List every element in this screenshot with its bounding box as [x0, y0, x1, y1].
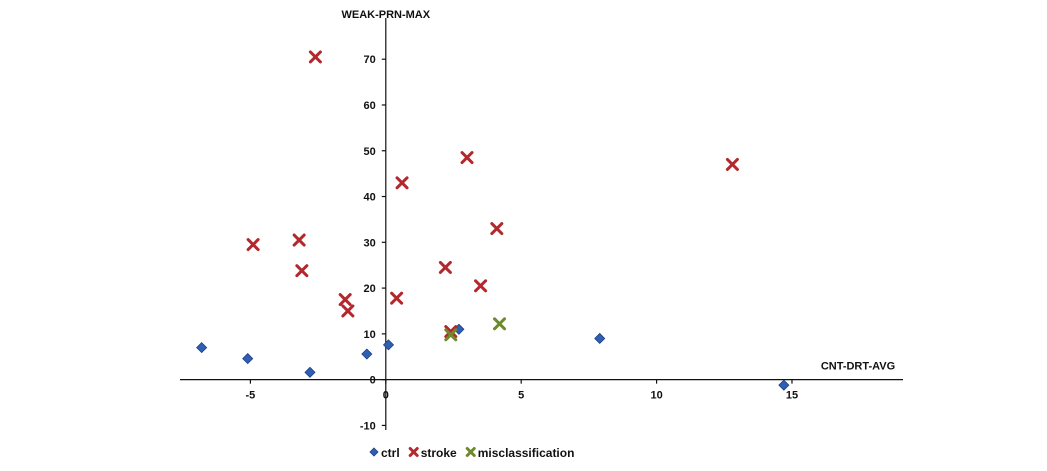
stroke-point: [308, 50, 322, 64]
y-tick-label: 50: [364, 146, 376, 158]
ctrl-point: [382, 339, 395, 351]
stroke-point: [390, 291, 404, 305]
ctrl-point: [594, 332, 606, 345]
stroke-point: [444, 325, 458, 339]
stroke-point: [338, 293, 352, 307]
legend-label-stroke: stroke: [421, 446, 457, 460]
ctrl-point: [361, 348, 373, 360]
stroke-point-stroke-b: [390, 291, 404, 305]
y-tick-label: -10: [360, 420, 376, 432]
x-tick-label: -5: [246, 390, 256, 402]
x-axis-title: CNT-DRT-AVG: [821, 361, 895, 373]
misclassification-point-stroke-b: [493, 317, 507, 331]
legend-item-misclassification: misclassification: [465, 446, 575, 460]
stroke-point: [725, 157, 739, 171]
y-tick-label: 60: [364, 100, 376, 112]
stroke-point-stroke-b: [438, 260, 452, 274]
legend-marker-misclassification: [465, 447, 476, 457]
stroke-point-stroke-b: [395, 176, 409, 190]
data-points: [196, 50, 790, 391]
stroke-point: [460, 151, 474, 165]
legend-marker-ctrl: [369, 447, 379, 457]
stroke-point: [292, 233, 306, 247]
ctrl-point: [196, 342, 208, 354]
x-tick-label: 0: [383, 390, 389, 402]
stroke-point-stroke-b: [338, 293, 352, 307]
axes: -5 0 5 10 15 -10 0 10 20 30 40 50 60 70: [180, 18, 903, 432]
stroke-point: [341, 304, 355, 318]
legend-marker-stroke: [408, 447, 419, 457]
misclassification-point: [493, 317, 507, 331]
misclassification-point-stroke-b: [444, 328, 458, 342]
x-tick-label: 15: [786, 390, 798, 402]
stroke-point-stroke-b: [725, 157, 739, 171]
x-tick-label: 5: [518, 390, 524, 402]
stroke-point: [246, 238, 260, 252]
stroke-point: [490, 222, 504, 236]
y-tick-label: 40: [364, 192, 376, 204]
legend-marker-stroke-stroke-b: [408, 447, 419, 457]
stroke-point-stroke-b: [490, 222, 504, 236]
ctrl-point: [778, 379, 790, 391]
ctrl-point: [304, 366, 316, 378]
stroke-point-stroke-b: [341, 304, 355, 318]
legend-label-misclassification: misclassification: [478, 446, 575, 460]
stroke-point: [438, 260, 452, 274]
stroke-point-stroke-b: [246, 238, 260, 252]
x-tick-label: 10: [650, 390, 662, 402]
stroke-point-stroke-b: [444, 325, 458, 339]
y-tick-label: 20: [364, 283, 376, 295]
y-tick-label: 70: [364, 54, 376, 66]
stroke-point-stroke-b: [295, 264, 309, 278]
stroke-point-stroke-b: [474, 279, 488, 293]
misclassification-point: [444, 328, 458, 342]
stroke-point-stroke-b: [308, 50, 322, 64]
y-tick-label: 10: [364, 329, 376, 341]
legend: ctrl stroke misclassification: [369, 446, 575, 460]
legend-label-ctrl: ctrl: [381, 446, 400, 460]
legend-marker-misclassification-stroke-b: [465, 447, 476, 457]
stroke-point-stroke-b: [460, 151, 474, 165]
stroke-point: [395, 176, 409, 190]
legend-item-stroke: stroke: [408, 446, 457, 460]
y-tick-label: 30: [364, 237, 376, 249]
legend-item-ctrl: ctrl: [369, 446, 400, 460]
stroke-point: [474, 279, 488, 293]
stroke-point-stroke-b: [292, 233, 306, 247]
stroke-point: [295, 264, 309, 278]
y-tick-label: 0: [370, 375, 376, 387]
ctrl-point: [242, 353, 254, 365]
y-axis-title: WEAK-PRN-MAX: [341, 9, 430, 21]
